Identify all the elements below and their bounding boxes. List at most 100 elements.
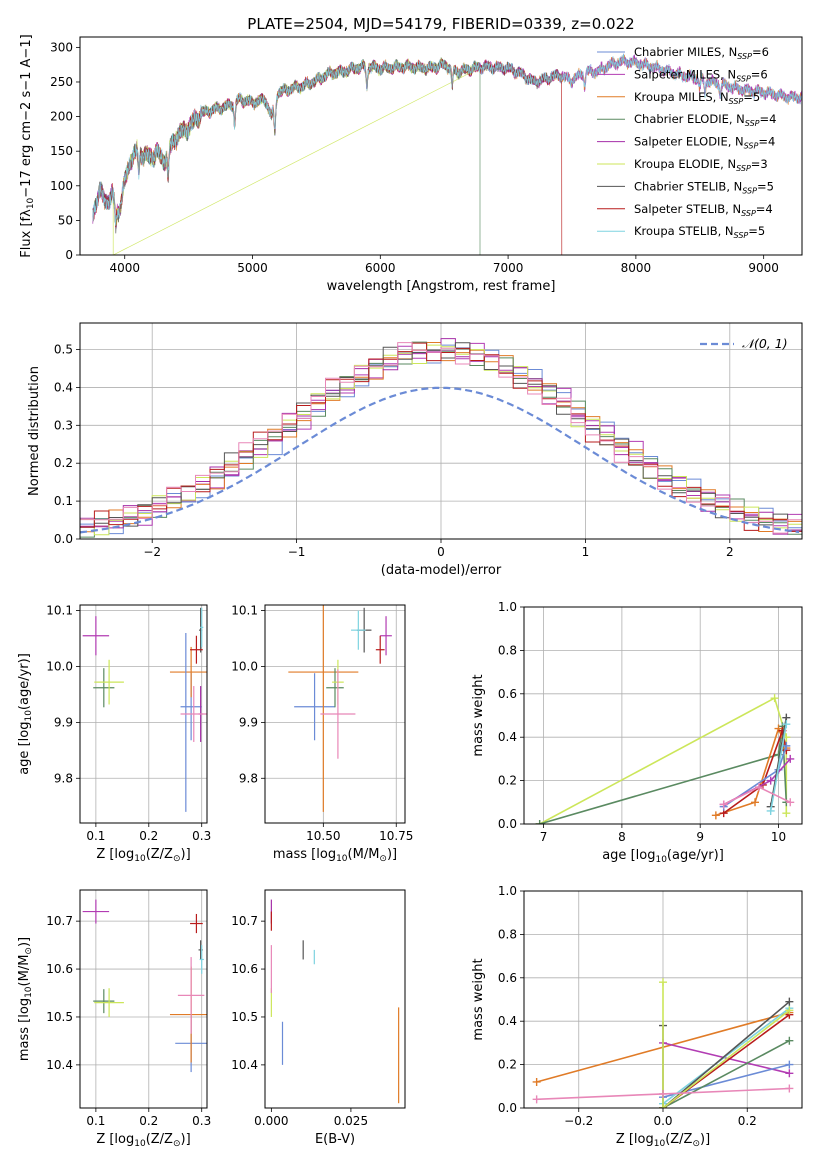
plot-area-spectrum: [92, 53, 802, 255]
y-axis-label: Normed distribution: [27, 366, 42, 496]
y-tick-label: 0.6: [498, 687, 517, 701]
plot-area-age_vs_mass: [265, 605, 405, 823]
weight-marker: [785, 1060, 794, 1069]
y-tick-label: 0.2: [54, 456, 73, 470]
weight-line-3: [723, 727, 788, 814]
plot-area-massweight_vs_Z: [524, 891, 802, 1108]
data-point: [180, 686, 207, 742]
data-point: [82, 616, 110, 656]
axes-frame: [523, 606, 803, 825]
y-tick-label: 10.6: [46, 962, 73, 976]
y-tick-label: 1.0: [498, 884, 517, 898]
weight-marker: [711, 811, 720, 820]
x-tick-label: 0.3: [192, 1114, 211, 1128]
weight-marker: [535, 820, 544, 824]
weight-marker: [751, 798, 760, 807]
plot-area-residuals: [80, 323, 802, 539]
plot-area-age_vs_Z: [80, 605, 207, 823]
y-tick-label: 10.5: [231, 1010, 258, 1024]
weight-marker: [782, 741, 791, 750]
axes-frame: [264, 604, 406, 824]
y-axis-label: mass [log10(M/M⊙)]: [17, 937, 34, 1061]
y-tick-label: 10.5: [46, 1010, 73, 1024]
y-tick-label: 0.4: [54, 380, 73, 394]
weight-marker: [659, 978, 667, 987]
data-point: [375, 635, 385, 664]
y-tick-label: 10.7: [46, 914, 73, 928]
y-tick-label: 10.1: [231, 604, 258, 618]
data-point: [351, 610, 366, 650]
y-tick-label: 10.1: [46, 604, 73, 618]
y-tick-label: 100: [50, 179, 73, 193]
x-axis-label: Z [log10(Z/Z⊙)]: [96, 847, 190, 864]
y-tick-label: 0.0: [498, 817, 517, 831]
data-point: [94, 988, 124, 1017]
y-tick-label: 1.0: [498, 600, 517, 614]
x-axis-label: E(B-V): [315, 1132, 355, 1147]
panel-ebv: 0.000 0.025 10.4 10.5 10.6 10.7 E(B-V): [231, 889, 406, 1147]
data-point: [177, 957, 205, 1034]
weight-marker: [754, 783, 763, 792]
axes-frame: [264, 889, 406, 1109]
y-tick-label: 0.3: [54, 418, 73, 432]
weight-marker: [770, 694, 779, 703]
y-tick-label: 9.8: [54, 771, 73, 785]
x-tick-label: 8000: [621, 261, 652, 275]
weight-line-7: [769, 724, 788, 812]
data-point: [93, 989, 115, 1014]
weight-marker: [785, 1084, 794, 1093]
weight-line-1: [539, 726, 788, 824]
weight-marker: [719, 800, 728, 809]
x-tick-label: 0.0: [653, 1114, 672, 1128]
x-axis-label: Z [log10(Z/Z⊙)]: [616, 1132, 710, 1149]
weight-marker: [786, 798, 795, 807]
y-tick-label: 9.9: [239, 715, 258, 729]
weight-marker: [785, 1036, 794, 1045]
x-tick-label: 0.2: [738, 1114, 757, 1128]
y-tick-label: 0.0: [54, 532, 73, 546]
x-axis-label: mass [log10(M/M⊙)]: [273, 847, 397, 864]
weight-marker: [532, 1095, 541, 1104]
x-axis-label: Z [log10(Z/Z⊙)]: [96, 1132, 190, 1149]
axes-frame: [79, 604, 208, 824]
legend-entry: Kroupa ELODIE, NSSP=3: [634, 157, 768, 173]
y-tick-label: 10.0: [231, 659, 258, 673]
weight-line-6: [769, 717, 788, 807]
y-tick-label: 10.4: [46, 1058, 73, 1072]
x-tick-label: 9: [696, 830, 704, 844]
data-point: [199, 945, 204, 974]
x-tick-label: 0: [437, 545, 445, 559]
x-axis-label: wavelength [Angstrom, rest frame]: [327, 279, 556, 294]
legend-entry: Chabrier ELODIE, NSSP=4: [634, 112, 776, 128]
panel-mass_vs_Z: 0.1 0.2 0.3 10.4 10.5 10.6 10.7 Z [log10(Z/Z⊙)]…: [17, 889, 211, 1149]
panel-age_vs_Z: 0.1 0.2 0.3 9.8 9.9 10.0 10.1 Z [log10(Z/Z⊙)] ag…: [17, 604, 211, 864]
x-tick-label: 0.1: [86, 829, 105, 843]
y-tick-label: 0.2: [498, 1058, 517, 1072]
legend-entry: Kroupa MILES, NSSP=5: [634, 90, 760, 106]
x-tick-label: −0.2: [564, 1114, 593, 1128]
plot-area-mass_vs_Z: [80, 890, 207, 1108]
y-tick-label: 0.4: [498, 1014, 517, 1028]
x-tick-label: 0.025: [334, 1114, 368, 1128]
legend-entry: Chabrier STELIB, NSSP=5: [634, 179, 774, 195]
x-tick-label: 4000: [109, 261, 140, 275]
weight-marker: [782, 809, 791, 818]
y-axis-label: mass weight: [471, 958, 486, 1040]
legend-entry: Salpeter MILES, NSSP=6: [634, 67, 768, 83]
x-tick-label: 2: [726, 545, 734, 559]
legend-entry: Chabrier MILES, NSSP=6: [634, 45, 769, 61]
legend-entry: Kroupa STELIB, NSSP=5: [634, 224, 765, 240]
panel-age_vs_mass: 10.50 10.75 9.8 9.9 10.0 10.1 mass [log10(M/M⊙…: [231, 604, 413, 864]
x-axis-label: age [log10(age/yr)]: [602, 848, 724, 865]
x-axis-label: (data-model)/error: [381, 563, 502, 578]
y-tick-label: 200: [50, 110, 73, 124]
y-tick-label: 10.0: [46, 659, 73, 673]
y-tick-label: 0.6: [498, 971, 517, 985]
weight-line-6: [662, 1001, 790, 1108]
y-tick-label: 250: [50, 75, 73, 89]
weight-marker: [782, 720, 791, 729]
y-tick-label: 9.8: [239, 771, 258, 785]
x-tick-label: 0.1: [86, 1114, 105, 1128]
panel-massweight_vs_Z: −0.2 0.0 0.2 0.0 0.2 0.4 0.6 0.8 1.0 Z [log10(Z/Z…: [471, 884, 803, 1149]
weight-marker: [766, 776, 775, 785]
